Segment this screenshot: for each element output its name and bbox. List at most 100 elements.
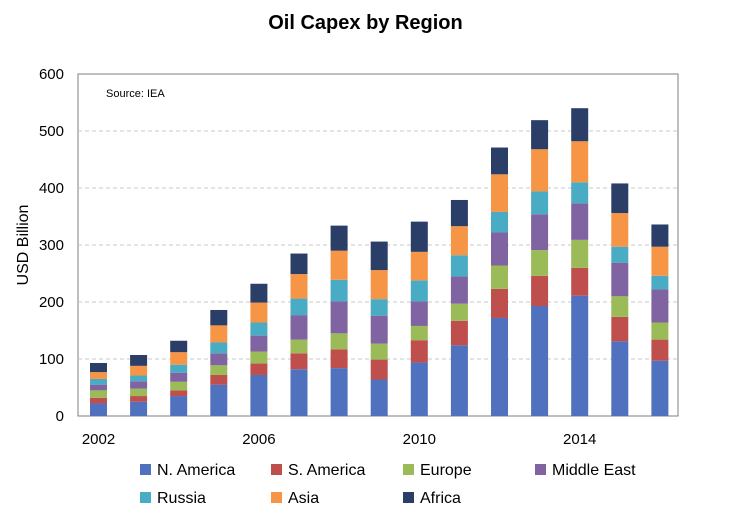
bar-segment [250, 351, 268, 364]
bar-segment [330, 250, 348, 280]
bar-segment [90, 362, 107, 373]
bar-segment [370, 379, 388, 416]
bar-segment [170, 381, 188, 391]
bar-segment [170, 340, 188, 353]
legend-label: Europe [420, 462, 472, 479]
bar-segment [210, 374, 228, 385]
bar-segment [611, 296, 629, 317]
bar-segment [531, 250, 549, 276]
y-tick-label: 300 [39, 237, 64, 254]
bar-segment [651, 360, 669, 416]
bar-segment [210, 309, 228, 326]
bar-segment [370, 343, 388, 360]
bar-segment [370, 270, 388, 300]
bar-segment [250, 283, 268, 303]
legend-swatch [403, 492, 414, 503]
x-tick-label: 2014 [563, 431, 596, 448]
bar-segment [491, 317, 508, 416]
bar-segment [410, 340, 428, 363]
bar-segment [651, 339, 669, 361]
bar-segment [130, 401, 148, 416]
legend-swatch [403, 464, 414, 475]
bar-segment [210, 365, 228, 375]
bar-segment [290, 274, 308, 299]
bar-segment [410, 301, 428, 326]
bar-segment [130, 396, 148, 402]
x-axis-ticks: 2002 2006 2010 2014 [82, 431, 597, 448]
bar-segment [330, 301, 348, 334]
bar-segment [651, 224, 669, 247]
bar-segment [450, 276, 468, 304]
x-tick-label: 2002 [82, 431, 115, 448]
bar-segment [491, 211, 508, 233]
bar-segment [170, 390, 188, 397]
bar-segment [611, 341, 629, 416]
bar-segment [410, 280, 428, 302]
bar-segment [571, 203, 589, 240]
legend-label: N. America [157, 462, 235, 479]
bar-segment [571, 141, 589, 183]
bar-segment [491, 232, 508, 266]
y-tick-label: 500 [39, 123, 64, 140]
bar-segment [370, 359, 388, 380]
legend-swatch [140, 492, 151, 503]
bar-segment [290, 339, 308, 354]
y-tick-label: 600 [39, 66, 64, 83]
bar-segment [250, 322, 268, 336]
legend-label: Asia [288, 490, 319, 507]
x-tick-label: 2006 [242, 431, 275, 448]
bar-segment [330, 333, 348, 350]
bar-segment [290, 253, 308, 275]
legend: N. America S. America Europe Middle East Rus… [140, 462, 636, 507]
bar-segment [90, 397, 107, 404]
bar-segment [290, 369, 308, 416]
bar-segment [330, 279, 348, 302]
legend-swatch [271, 464, 282, 475]
bar-segment [571, 182, 589, 204]
legend-swatch [140, 464, 151, 475]
bar-segment [170, 396, 188, 416]
bar-segment [491, 288, 508, 318]
y-tick-label: 100 [39, 351, 64, 368]
y-axis-label: USD Billion [15, 205, 32, 286]
legend-item: Russia [140, 490, 206, 507]
legend-item: Africa [403, 490, 461, 507]
bar-segment [450, 255, 468, 277]
bar-segment [90, 372, 107, 379]
bar-segment [370, 299, 388, 316]
legend-item: Europe [403, 462, 472, 479]
bar-segment [130, 365, 148, 376]
bar-segment [611, 262, 629, 297]
bar-segment [651, 246, 669, 276]
bar-segment [250, 335, 268, 352]
y-tick-label: 0 [56, 408, 64, 425]
legend-item: Asia [271, 490, 319, 507]
bar-segment [410, 221, 428, 252]
legend-swatch [535, 464, 546, 475]
bar-segment [450, 226, 468, 256]
legend-label: Middle East [552, 462, 636, 479]
chart-title: Oil Capex by Region [268, 12, 463, 34]
bar-segment [571, 267, 589, 296]
legend-label: Africa [420, 490, 461, 507]
bar-segment [90, 403, 107, 416]
bar-segment [531, 275, 549, 306]
bar-segment [170, 372, 188, 382]
bar-segment [90, 390, 107, 398]
bar-segment [170, 364, 188, 373]
bar-segment [370, 315, 388, 344]
legend-item: Middle East [535, 462, 636, 479]
bar-segment [90, 384, 107, 391]
bar-segment [130, 375, 148, 382]
bar-segment [531, 305, 549, 416]
bar-segment [210, 384, 228, 416]
x-tick-label: 2010 [403, 431, 436, 448]
bar-segment [651, 322, 669, 340]
bar-segment [130, 388, 148, 397]
bar-segment [531, 191, 549, 215]
bar-segment [130, 381, 148, 389]
bar-segment [90, 378, 107, 385]
bar-segment [531, 149, 549, 192]
y-tick-label: 200 [39, 294, 64, 311]
